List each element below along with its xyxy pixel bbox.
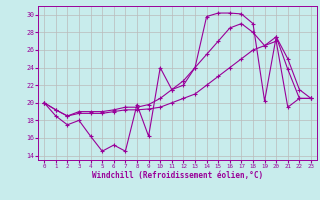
X-axis label: Windchill (Refroidissement éolien,°C): Windchill (Refroidissement éolien,°C) [92,171,263,180]
